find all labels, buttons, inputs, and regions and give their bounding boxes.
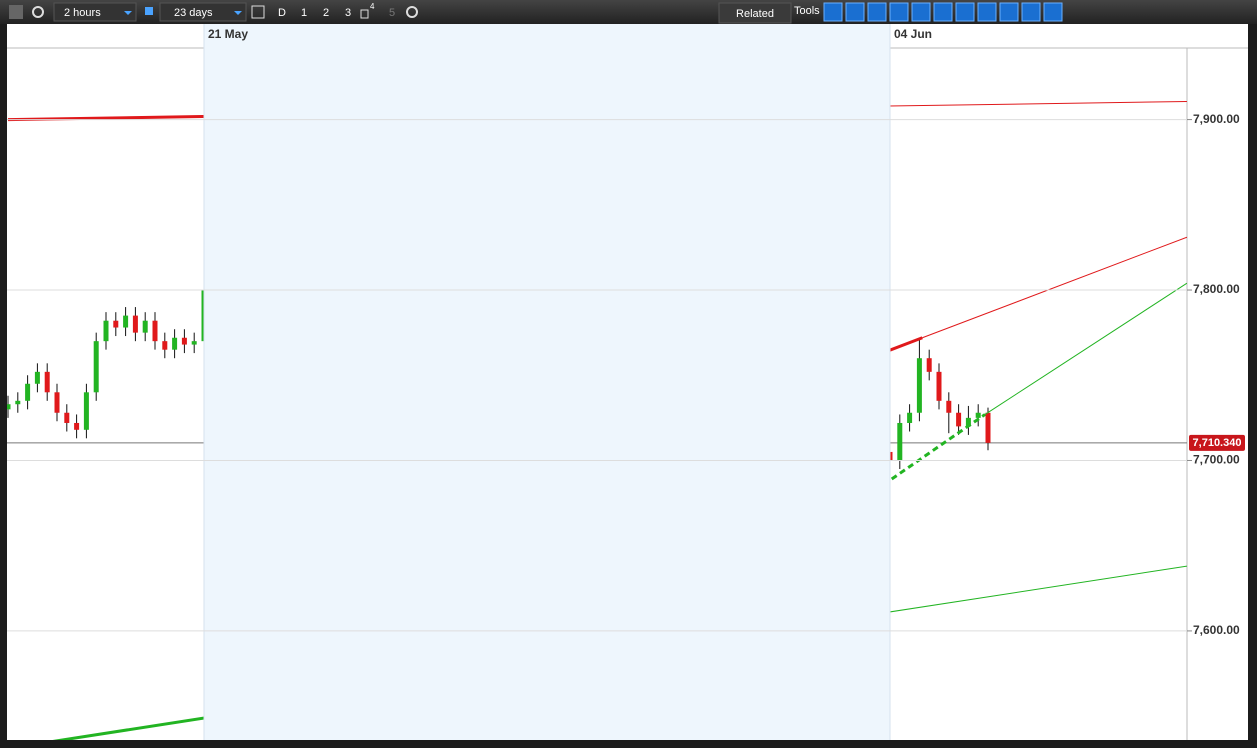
range-dropdown[interactable] (159, 2, 247, 22)
candle-body (191, 341, 197, 345)
tool-icon[interactable] (911, 2, 931, 22)
date-label: 04 Jun (894, 27, 932, 41)
button-1[interactable]: 1 (301, 7, 307, 19)
candle-body (897, 422, 903, 461)
button-4-icon[interactable] (360, 9, 369, 19)
y-tick-label: 7,800.00 (1193, 282, 1240, 296)
last-price-label: 7,710.340 (1193, 437, 1242, 449)
candle-body (926, 358, 932, 372)
tools-text: Tools (794, 5, 820, 17)
candle-body (34, 371, 40, 384)
y-tick-label: 7,900.00 (1193, 112, 1240, 126)
candle-body (172, 337, 178, 350)
candle-body (985, 412, 991, 443)
tool-icon[interactable] (999, 2, 1019, 22)
candle-body (965, 417, 971, 427)
tool-icon[interactable] (933, 2, 953, 22)
tool-icon[interactable] (823, 2, 843, 22)
tool-icon[interactable] (955, 2, 975, 22)
candle-body (25, 383, 31, 401)
candle-body (7, 404, 11, 410)
menu-icon[interactable] (9, 5, 23, 19)
toolbar-controls: 2 hours 23 days D 1 2 3 4 5 Related Tool… (9, 2, 1063, 24)
range-text: 23 days (174, 7, 213, 19)
dropdown-arrow (124, 11, 132, 15)
tool-icon[interactable] (1043, 2, 1063, 22)
calendar-icon[interactable] (251, 5, 265, 19)
dropdown-arrow (234, 11, 242, 15)
trendline (984, 282, 1187, 415)
candle-body (946, 400, 952, 413)
candle-body (975, 412, 981, 418)
candle-body (15, 400, 21, 405)
candle-body (181, 337, 187, 345)
y-tick-label: 7,700.00 (1193, 453, 1240, 467)
button-d[interactable]: D (278, 7, 286, 19)
candle-body (907, 412, 913, 423)
candle-body (44, 371, 50, 393)
candle-body (916, 358, 922, 413)
interval-text: 2 hours (64, 7, 101, 19)
lock-icon[interactable] (145, 7, 153, 15)
candle-body (64, 412, 70, 423)
candle-body (936, 371, 942, 401)
candle-body (956, 412, 962, 427)
related-text: Related (736, 8, 774, 20)
trendline (644, 413, 986, 651)
candle-body (113, 320, 119, 328)
candle-body (74, 422, 80, 430)
candle-body (142, 320, 148, 333)
last-price-box (1189, 434, 1245, 451)
button-5[interactable]: 5 (389, 7, 395, 19)
button-4[interactable]: 4 (370, 2, 375, 11)
candle-body (93, 341, 99, 393)
tool-icon[interactable] (867, 2, 887, 22)
button-3[interactable]: 3 (345, 7, 351, 19)
interval-dropdown[interactable] (53, 2, 137, 22)
trendline (922, 236, 1187, 339)
tool-icon[interactable] (845, 2, 865, 22)
tool-icons (823, 2, 1063, 22)
candle-body (123, 315, 129, 328)
candle-body (103, 320, 109, 342)
tool-icon[interactable] (889, 2, 909, 22)
y-tick-label: 7,600.00 (1193, 623, 1240, 637)
candle-body (132, 315, 138, 333)
candle-body (162, 341, 168, 350)
date-label: 21 May (208, 27, 248, 41)
plot: 21 May 04 Jun 7,600.00 7,700.00 7,800.00 7,90… (7, 24, 1245, 740)
related-button[interactable] (718, 2, 792, 24)
tool-icon[interactable] (1021, 2, 1041, 22)
candle-body (83, 392, 89, 430)
highlight-range (204, 24, 890, 740)
tool-icon[interactable] (977, 2, 997, 22)
candle-body (152, 320, 158, 342)
settings-icon[interactable] (32, 6, 44, 18)
candle-body (54, 392, 60, 413)
settings-icon[interactable] (406, 6, 418, 18)
button-2[interactable]: 2 (323, 7, 329, 19)
